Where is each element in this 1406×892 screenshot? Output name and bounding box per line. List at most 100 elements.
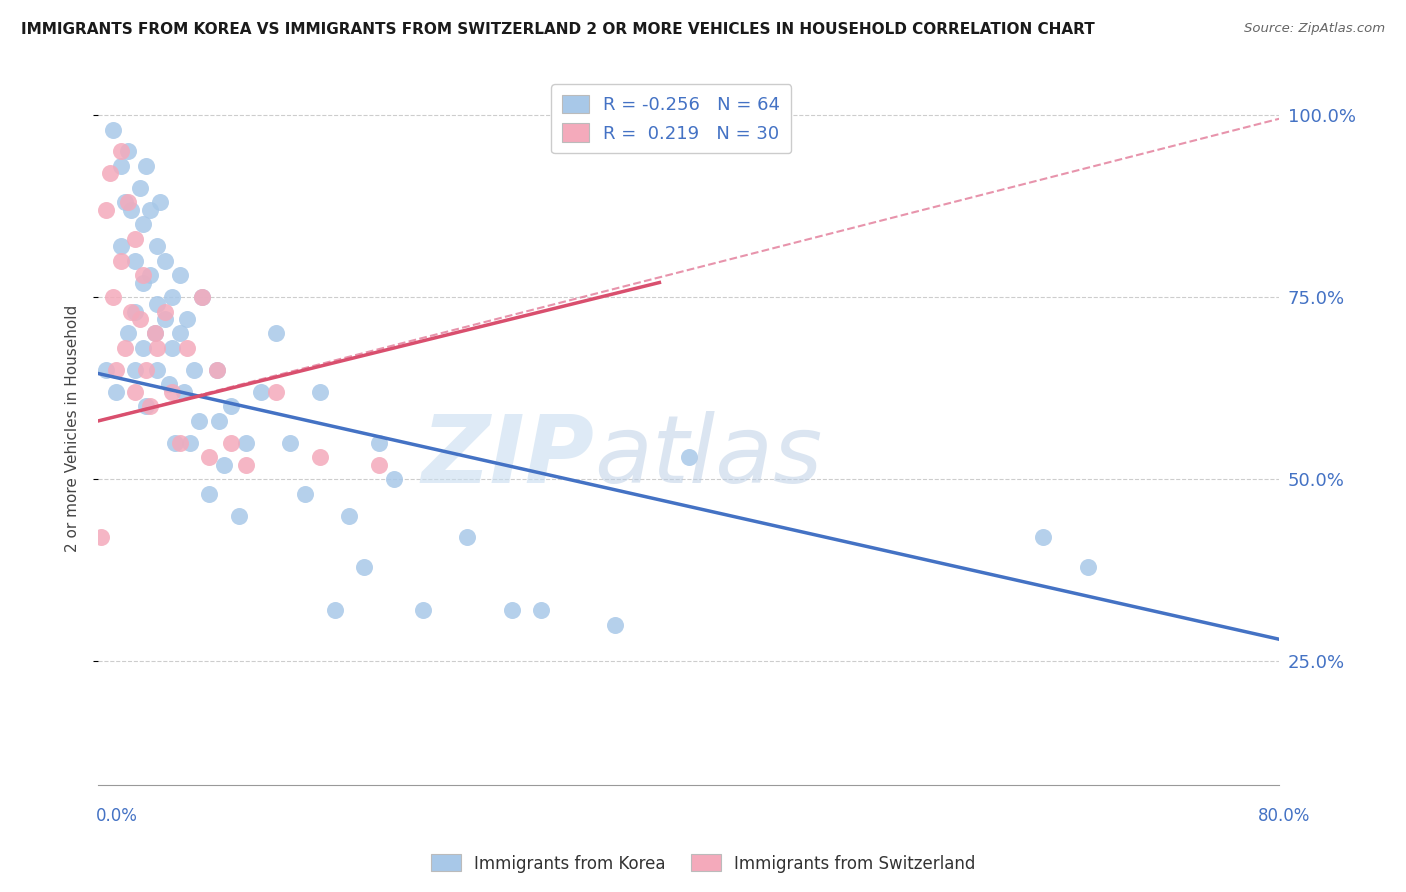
Point (250, 384, 273, 399)
Point (191, 290, 214, 304)
Point (153, 312, 176, 326)
Point (264, 384, 287, 399)
Point (162, 341, 183, 355)
Point (143, 326, 166, 341)
Point (1032, 530, 1054, 544)
Point (132, 341, 155, 355)
Point (153, 253, 176, 268)
Point (235, 458, 257, 472)
Point (157, 377, 180, 392)
Text: 0.0%: 0.0% (96, 807, 138, 825)
Text: 80.0%: 80.0% (1258, 807, 1310, 825)
Point (143, 326, 166, 341)
Point (198, 486, 221, 500)
Point (149, 195, 172, 210)
Point (135, 400, 157, 414)
Point (117, 145, 139, 159)
Point (146, 297, 169, 311)
Point (162, 290, 183, 304)
Point (1077, 559, 1099, 574)
Point (90, 530, 112, 544)
Text: Source: ZipAtlas.com: Source: ZipAtlas.com (1244, 22, 1385, 36)
Point (110, 253, 132, 268)
Point (94, 202, 117, 217)
Point (309, 450, 332, 465)
Point (98, 166, 121, 180)
Point (198, 450, 221, 465)
Point (132, 268, 155, 283)
Point (124, 363, 146, 377)
Point (382, 472, 405, 486)
Point (128, 181, 150, 195)
Point (183, 363, 205, 377)
Point (94, 363, 117, 377)
Point (124, 304, 146, 318)
Point (132, 217, 155, 231)
Point (124, 253, 146, 268)
Point (139, 202, 162, 217)
Point (124, 384, 146, 399)
Point (117, 326, 139, 341)
Point (114, 195, 136, 210)
Point (103, 290, 125, 304)
Point (309, 384, 332, 399)
Point (110, 145, 132, 159)
Point (169, 435, 191, 450)
Point (208, 414, 231, 428)
Point (146, 341, 169, 355)
Point (280, 435, 302, 450)
Point (169, 326, 191, 341)
Point (120, 304, 142, 318)
Point (187, 414, 209, 428)
Text: ZIP: ZIP (422, 410, 595, 503)
Point (146, 239, 169, 253)
Point (368, 458, 391, 472)
Point (323, 603, 346, 617)
Text: atlas: atlas (595, 411, 823, 502)
Point (678, 450, 700, 465)
Point (205, 363, 228, 377)
Point (135, 363, 157, 377)
Point (221, 400, 243, 414)
Point (501, 603, 523, 617)
Legend: R = -0.256   N = 64, R =  0.219   N = 30: R = -0.256 N = 64, R = 0.219 N = 30 (551, 84, 792, 153)
Point (412, 603, 434, 617)
Point (294, 486, 316, 500)
Point (105, 384, 128, 399)
Point (339, 508, 361, 523)
Point (221, 435, 243, 450)
Point (191, 290, 214, 304)
Point (132, 276, 155, 290)
Point (162, 384, 183, 399)
Point (205, 363, 228, 377)
Point (135, 159, 157, 173)
Point (179, 435, 201, 450)
Point (368, 435, 391, 450)
Point (457, 530, 479, 544)
Text: IMMIGRANTS FROM KOREA VS IMMIGRANTS FROM SWITZERLAND 2 OR MORE VEHICLES IN HOUSE: IMMIGRANTS FROM KOREA VS IMMIGRANTS FROM… (21, 22, 1095, 37)
Point (169, 268, 191, 283)
Point (235, 435, 257, 450)
Point (105, 363, 128, 377)
Point (114, 341, 136, 355)
Point (176, 341, 198, 355)
Point (103, 122, 125, 136)
Point (176, 312, 198, 326)
Point (128, 312, 150, 326)
Point (120, 202, 142, 217)
Legend: Immigrants from Korea, Immigrants from Switzerland: Immigrants from Korea, Immigrants from S… (425, 847, 981, 880)
Point (153, 304, 176, 318)
Point (146, 363, 169, 377)
Point (117, 195, 139, 210)
Point (212, 458, 235, 472)
Point (139, 400, 162, 414)
Point (353, 559, 375, 574)
Point (530, 603, 553, 617)
Point (110, 239, 132, 253)
Y-axis label: 2 or more Vehicles in Household: 2 or more Vehicles in Household (65, 304, 80, 552)
Point (165, 435, 187, 450)
Point (173, 384, 195, 399)
Point (228, 508, 250, 523)
Point (110, 159, 132, 173)
Point (605, 617, 627, 632)
